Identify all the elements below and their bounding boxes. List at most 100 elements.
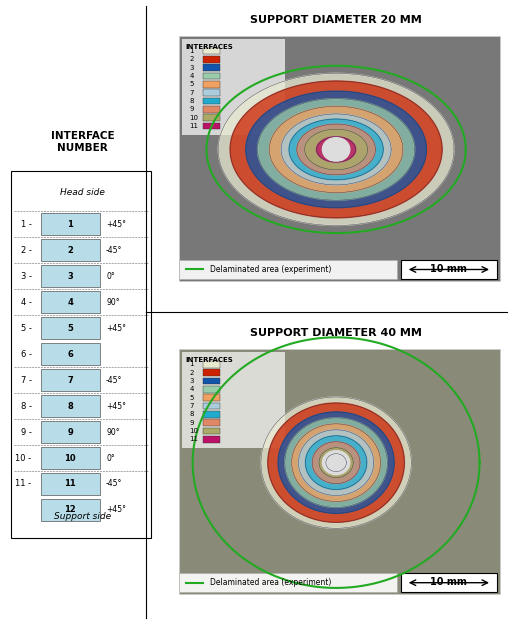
Bar xyxy=(203,106,220,113)
Text: 11: 11 xyxy=(189,123,198,129)
Bar xyxy=(179,260,397,279)
Text: 3 -: 3 - xyxy=(20,271,32,281)
Bar xyxy=(401,260,497,279)
Text: 5: 5 xyxy=(189,81,194,87)
Polygon shape xyxy=(298,430,374,495)
Bar xyxy=(203,81,220,88)
Text: 2: 2 xyxy=(68,246,73,255)
Bar xyxy=(41,499,100,521)
Text: 8 -: 8 - xyxy=(20,401,32,411)
Text: 5 -: 5 - xyxy=(20,324,32,333)
Bar xyxy=(203,402,220,409)
Text: +45°: +45° xyxy=(106,324,126,333)
Bar xyxy=(203,73,220,79)
Polygon shape xyxy=(268,403,404,522)
Text: 10 mm: 10 mm xyxy=(431,263,467,273)
Polygon shape xyxy=(323,137,350,162)
Text: +45°: +45° xyxy=(106,220,126,228)
Text: 12: 12 xyxy=(65,505,76,514)
Text: 7: 7 xyxy=(189,403,194,409)
Bar xyxy=(179,36,500,281)
Text: 10: 10 xyxy=(65,454,76,462)
Text: 0°: 0° xyxy=(106,454,115,462)
Polygon shape xyxy=(230,81,442,218)
Bar xyxy=(41,291,100,313)
Text: Delaminated area (experiment): Delaminated area (experiment) xyxy=(210,265,331,274)
Text: 5: 5 xyxy=(189,394,194,401)
Text: Support side: Support side xyxy=(54,512,111,522)
Bar xyxy=(182,39,285,135)
Text: -45°: -45° xyxy=(106,246,122,255)
Text: 10: 10 xyxy=(189,115,198,121)
Polygon shape xyxy=(278,412,394,514)
Bar xyxy=(203,47,220,54)
Bar xyxy=(203,378,220,384)
Bar xyxy=(203,369,220,376)
Text: 1: 1 xyxy=(68,220,73,228)
Bar xyxy=(203,394,220,401)
Text: -45°: -45° xyxy=(106,376,122,384)
Text: 11: 11 xyxy=(189,436,198,442)
Text: 2: 2 xyxy=(189,369,194,376)
Polygon shape xyxy=(319,448,353,477)
Bar xyxy=(203,98,220,104)
Text: -45°: -45° xyxy=(106,479,122,489)
Text: 90°: 90° xyxy=(106,427,120,437)
Text: 1: 1 xyxy=(189,361,194,367)
Bar xyxy=(401,573,497,592)
Bar xyxy=(179,573,397,592)
Text: 1 -: 1 - xyxy=(20,220,32,228)
Bar xyxy=(41,343,100,365)
Polygon shape xyxy=(305,129,368,170)
Text: INTERFACES: INTERFACES xyxy=(186,44,233,49)
Polygon shape xyxy=(312,442,360,484)
Bar xyxy=(41,369,100,391)
Text: 9: 9 xyxy=(68,427,73,437)
Bar xyxy=(41,265,100,287)
Text: 2 -: 2 - xyxy=(20,246,32,255)
Text: 7 -: 7 - xyxy=(20,376,32,384)
Text: 4 -: 4 - xyxy=(20,298,32,306)
Text: 11 -: 11 - xyxy=(15,479,32,489)
Polygon shape xyxy=(316,137,356,162)
Bar xyxy=(203,411,220,417)
Polygon shape xyxy=(323,451,350,475)
Bar xyxy=(203,123,220,130)
Bar xyxy=(41,447,100,469)
Text: +45°: +45° xyxy=(106,505,126,514)
Polygon shape xyxy=(285,418,388,507)
Bar xyxy=(41,239,100,261)
Bar xyxy=(203,419,220,426)
Bar xyxy=(41,317,100,339)
Text: 11: 11 xyxy=(65,479,76,489)
Text: 3: 3 xyxy=(189,65,194,71)
Polygon shape xyxy=(246,91,426,208)
Text: Delaminated area (experiment): Delaminated area (experiment) xyxy=(210,578,331,587)
Text: 8: 8 xyxy=(189,98,194,104)
Text: 2: 2 xyxy=(189,56,194,62)
Polygon shape xyxy=(289,119,383,180)
Bar xyxy=(203,436,220,442)
Text: 1: 1 xyxy=(189,48,194,54)
Text: 6: 6 xyxy=(68,349,73,359)
Text: INTERFACE
NUMBER: INTERFACE NUMBER xyxy=(51,132,115,153)
Bar xyxy=(203,386,220,392)
Text: 3: 3 xyxy=(189,378,194,384)
Text: 9 -: 9 - xyxy=(20,427,32,437)
Bar xyxy=(41,395,100,417)
Bar xyxy=(203,56,220,62)
FancyBboxPatch shape xyxy=(11,172,151,539)
Polygon shape xyxy=(261,397,411,529)
Text: 4: 4 xyxy=(189,73,194,79)
Text: 0°: 0° xyxy=(106,271,115,281)
Bar xyxy=(41,213,100,235)
Polygon shape xyxy=(292,424,380,502)
Bar xyxy=(203,114,220,121)
Text: 4: 4 xyxy=(189,386,194,392)
Text: 10 mm: 10 mm xyxy=(431,577,467,587)
Text: 7: 7 xyxy=(68,376,73,384)
Text: 4: 4 xyxy=(68,298,73,306)
Text: 7: 7 xyxy=(189,90,194,95)
Text: SUPPORT DIAMETER 40 MM: SUPPORT DIAMETER 40 MM xyxy=(250,328,422,338)
Text: Head side: Head side xyxy=(60,188,105,197)
